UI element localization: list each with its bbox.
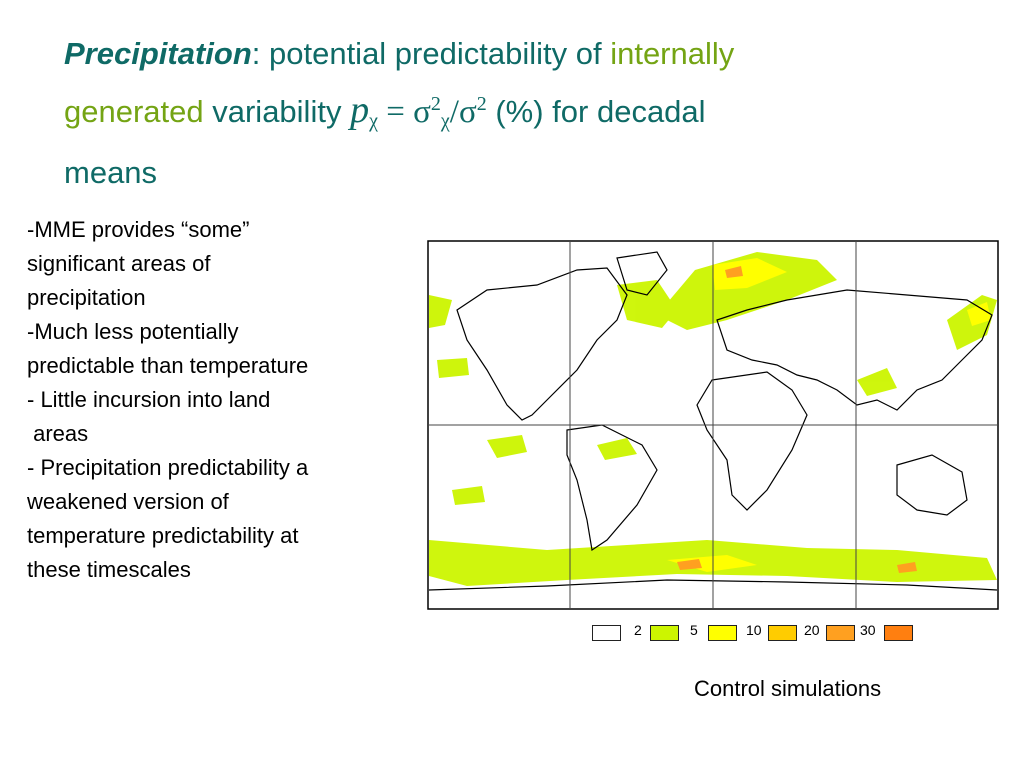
- bullet-line: these timescales: [27, 557, 191, 582]
- south-america-outline: [566, 424, 658, 552]
- title-formula: pχ = σ2χ/σ2: [350, 89, 487, 132]
- bullet-line: areas: [27, 421, 89, 446]
- formula-chi: χ: [369, 110, 378, 132]
- legend-swatch: [592, 625, 621, 641]
- formula-slash: /: [449, 94, 459, 130]
- world-predictability-map: [427, 240, 999, 610]
- bullet-list: -MME provides “some” significant areas o…: [27, 213, 407, 587]
- title-text-1: : potential predictability of: [251, 36, 611, 71]
- australia-outline: [896, 454, 968, 516]
- map-caption: Control simulations: [694, 676, 882, 701]
- bullet-line: weakened version of: [27, 489, 229, 514]
- bullet-line: significant areas of: [27, 251, 211, 276]
- map-grid: [428, 241, 998, 609]
- legend-label: 10: [746, 622, 762, 638]
- legend-swatch: [768, 625, 797, 641]
- legend-swatch: [708, 625, 737, 641]
- formula-sq-1: 2: [430, 93, 441, 115]
- highest-patches: [677, 266, 917, 573]
- legend-swatch: [826, 625, 855, 641]
- title-pct: (%) for decadal: [486, 94, 706, 129]
- europe-asia-outline: [716, 289, 993, 411]
- formula-p: p: [350, 89, 370, 131]
- greenland-outline: [616, 251, 668, 296]
- legend-swatch: [650, 625, 679, 641]
- title-precipitation: Precipitation: [64, 36, 252, 71]
- title-internally: internally: [610, 36, 735, 71]
- legend-label: 30: [860, 622, 876, 638]
- predictability-patches: [429, 252, 997, 586]
- north-america-outline: [456, 267, 628, 421]
- bullet-line: predictable than temperature: [27, 353, 309, 378]
- bullet-line: - Little incursion into land: [27, 387, 271, 412]
- legend-label: 2: [634, 622, 642, 638]
- legend-label: 5: [690, 622, 698, 638]
- africa-outline: [696, 371, 808, 511]
- title-generated: generated: [64, 94, 204, 129]
- title-means: means: [64, 155, 158, 190]
- formula-eq: =: [377, 94, 414, 130]
- formula-sq-2: 2: [476, 93, 487, 115]
- legend-swatch: [884, 625, 913, 641]
- legend-label: 20: [804, 622, 820, 638]
- antarctica-outline: [428, 579, 998, 591]
- coastlines: [428, 251, 998, 591]
- bullet-line: temperature predictability at: [27, 523, 299, 548]
- bullet-line: -MME provides “some”: [27, 217, 250, 242]
- formula-chi-2: χ: [440, 110, 450, 132]
- title-variability: variability: [203, 94, 351, 129]
- bullet-line: - Precipitation predictability a: [27, 455, 309, 480]
- formula-sigma-1: σ: [413, 94, 431, 130]
- higher-patches: [667, 258, 991, 572]
- slide-title: Precipitation: potential predictability …: [64, 28, 964, 198]
- bullet-line: -Much less potentially: [27, 319, 239, 344]
- bullet-line: precipitation: [27, 285, 146, 310]
- formula-sigma-2: σ: [458, 94, 477, 130]
